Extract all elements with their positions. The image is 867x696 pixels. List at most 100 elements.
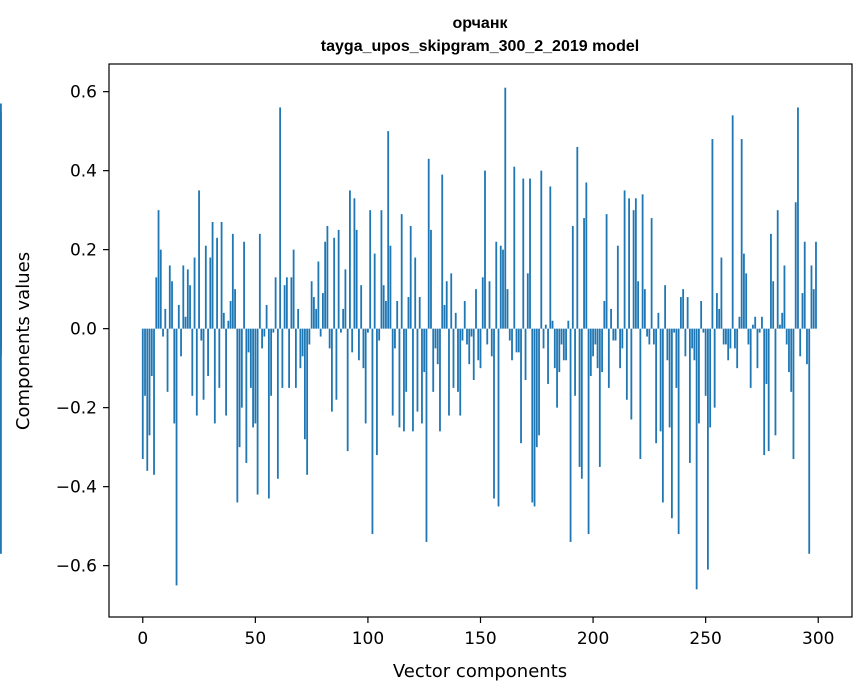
- bar-267: [743, 253, 745, 329]
- bar-273: [756, 328, 759, 369]
- bar-158: [497, 328, 500, 507]
- bar-210: [614, 328, 617, 341]
- bar-289: [792, 328, 795, 459]
- bar-47: [247, 328, 250, 353]
- bar-279: [770, 233, 772, 329]
- bar-67: [292, 249, 295, 329]
- bar-263: [734, 328, 736, 349]
- bar-61: [279, 107, 282, 329]
- bar-179: [544, 324, 547, 329]
- bar-269: [747, 328, 750, 345]
- bar-53: [261, 328, 263, 349]
- bar-122: [416, 328, 419, 412]
- bar-135: [445, 281, 448, 329]
- x-axis: 0 50 100 150 200 250 300: [137, 617, 834, 649]
- bar-188: [565, 328, 567, 361]
- bar-56: [267, 328, 270, 499]
- bar-28: [204, 245, 207, 329]
- bar-46: [245, 328, 248, 463]
- x-axis-label: Vector components: [393, 661, 567, 682]
- bar-265: [738, 316, 741, 329]
- bar-172: [529, 178, 531, 329]
- bar-191: [571, 225, 574, 329]
- bar-113: [396, 301, 399, 329]
- bar-85: [333, 237, 336, 329]
- bar-228: [655, 328, 658, 444]
- bar-255: [716, 293, 718, 329]
- bar-3: [148, 328, 151, 436]
- bar-215: [625, 328, 628, 400]
- bar-280: [772, 281, 775, 329]
- bar-26: [200, 328, 203, 341]
- bar-170: [524, 328, 527, 380]
- bar-63: [283, 285, 286, 329]
- bar-17: [180, 328, 182, 357]
- bar-9: [162, 328, 164, 337]
- bar-20: [186, 269, 189, 329]
- x-tick-label-150: 150: [464, 629, 496, 649]
- bar-64: [285, 277, 288, 329]
- bar-36: [222, 312, 225, 329]
- bar-159: [499, 245, 502, 329]
- bar-161: [504, 87, 507, 329]
- bar-54: [263, 328, 266, 337]
- bar-138: [452, 328, 455, 388]
- bar-80: [321, 293, 324, 329]
- bar-194: [578, 328, 581, 467]
- bar-213: [621, 328, 624, 349]
- bar-235: [670, 328, 673, 519]
- y-tick-label-0: −0.6: [56, 557, 97, 577]
- bar-222: [641, 194, 644, 329]
- bar-131: [436, 328, 439, 365]
- bar-196: [583, 218, 585, 329]
- bar-31: [211, 222, 214, 329]
- bar-168: [520, 328, 522, 444]
- bar-99: [364, 328, 367, 424]
- bar-110: [389, 245, 392, 329]
- bar-41: [234, 289, 236, 329]
- bar-221: [639, 328, 642, 459]
- bar-88: [340, 328, 342, 333]
- bar-78: [317, 261, 320, 329]
- bar-112: [394, 328, 396, 349]
- x-tick-label-300: 300: [802, 629, 834, 649]
- bar-178: [542, 328, 545, 349]
- bar-33: [216, 237, 218, 329]
- bar-45: [243, 241, 245, 329]
- bar-108: [385, 301, 387, 329]
- bar-224: [646, 328, 649, 337]
- bar-249: [702, 328, 705, 333]
- bar-205: [603, 301, 606, 329]
- y-tick-label-1: −0.4: [56, 478, 97, 498]
- bar-250: [704, 328, 707, 396]
- bar-162: [506, 289, 509, 329]
- bar-5: [153, 328, 155, 475]
- bar-70: [299, 328, 302, 369]
- bar-103: [373, 253, 376, 329]
- bar-264: [736, 328, 739, 369]
- bar-223: [643, 289, 646, 329]
- bar-216: [628, 198, 630, 329]
- bar-238: [677, 328, 680, 535]
- bar-74: [308, 328, 311, 345]
- bar-60: [276, 328, 279, 479]
- bar-160: [502, 249, 504, 329]
- bar-186: [560, 328, 563, 345]
- bar-245: [693, 328, 696, 361]
- bar-218: [632, 210, 635, 329]
- bar-211: [616, 245, 619, 329]
- bar-200: [592, 328, 594, 357]
- bar-260: [727, 328, 730, 361]
- bar-227: [652, 328, 655, 345]
- bar-187: [562, 328, 565, 361]
- bar-299: [815, 241, 817, 329]
- bar-0: [141, 328, 144, 459]
- bar-142: [461, 328, 464, 341]
- bar-38: [227, 320, 230, 329]
- bar-105: [378, 328, 381, 341]
- bar-59: [274, 277, 277, 329]
- bar-55: [265, 304, 268, 329]
- bar-296: [808, 328, 811, 554]
- bar-73: [306, 328, 309, 475]
